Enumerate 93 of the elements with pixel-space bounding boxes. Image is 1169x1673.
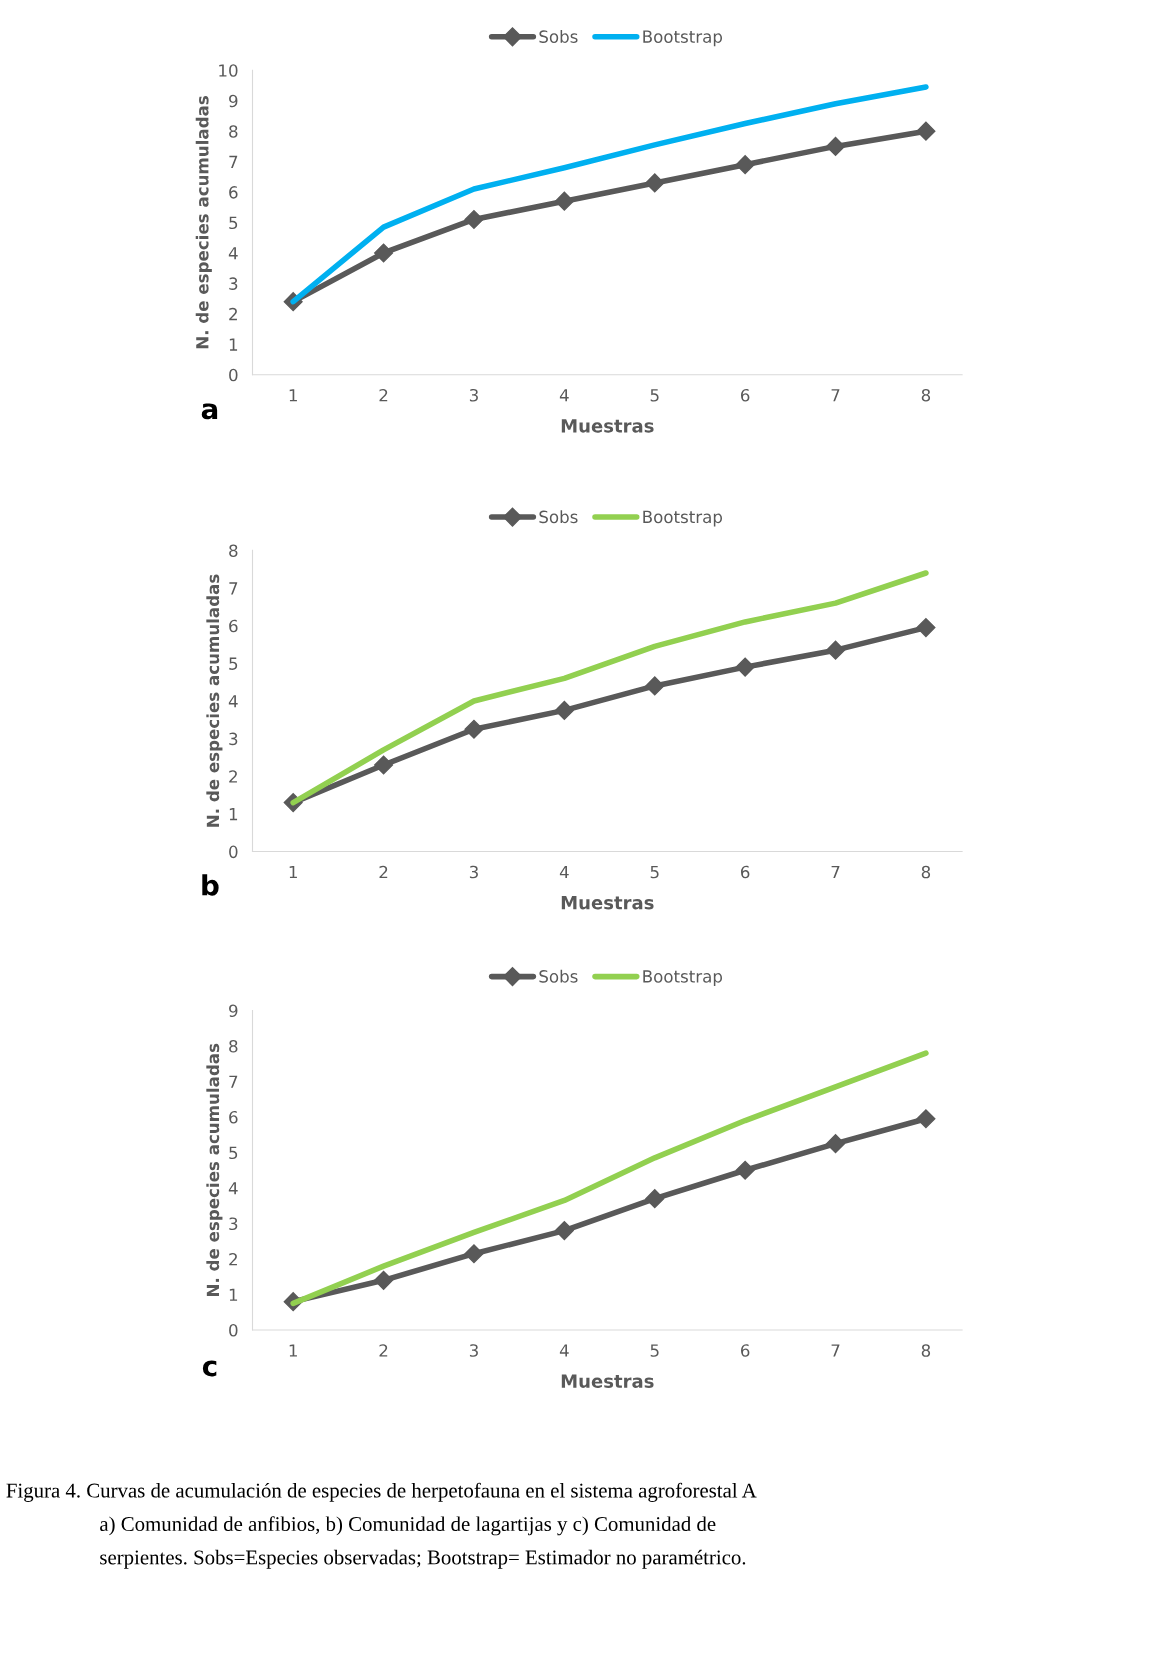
legend-label: Bootstrap xyxy=(643,510,723,527)
y-tick-label: 8 xyxy=(229,125,238,138)
point xyxy=(374,1270,394,1290)
point xyxy=(826,136,846,156)
point xyxy=(916,121,936,141)
x-tick-label: 5 xyxy=(650,389,659,402)
y-axis-title: N. de especies acumuladas xyxy=(206,1043,223,1296)
y-tick-label: 7 xyxy=(229,1075,238,1088)
point xyxy=(645,173,665,193)
y-tick-label: 8 xyxy=(229,544,238,557)
point xyxy=(374,755,394,775)
x-tick-label: 7 xyxy=(831,865,840,879)
y-tick-label: 5 xyxy=(229,657,238,670)
y-tick-label: 6 xyxy=(229,1110,238,1124)
y-tick-label: 3 xyxy=(229,1217,238,1231)
y-tick-label: 0 xyxy=(229,1324,238,1337)
x-tick-label: 1 xyxy=(289,1344,297,1357)
y-tick-label: 2 xyxy=(229,307,237,321)
x-axis-title: Muestras xyxy=(561,896,654,910)
y-tick-label: 2 xyxy=(229,770,237,783)
y-axis-title: N. de especies acumuladas xyxy=(195,96,212,349)
point xyxy=(554,700,574,720)
text: serpientes. Sobs=Especies observadas; Bootstrap= Estimador no paramétrico. xyxy=(100,1549,746,1569)
x-tick-label: 2 xyxy=(379,865,388,879)
x-tick-label: 7 xyxy=(831,1344,840,1357)
x-tick-label: 8 xyxy=(921,1344,931,1357)
y-tick-label: 2 xyxy=(229,1252,237,1266)
y-tick-label: 9 xyxy=(229,1004,238,1018)
point xyxy=(464,719,484,739)
x-axis-title: Muestras xyxy=(561,1374,654,1388)
x-tick-label: 5 xyxy=(650,1344,659,1357)
x-tick-label: 1 xyxy=(289,865,297,879)
point xyxy=(464,1244,484,1264)
text: Figura 4. Curvas de acumulación de especies de herpetofauna en el sistema agroforestal A xyxy=(6,1482,757,1502)
text: a xyxy=(201,403,218,420)
x-tick-label: 4 xyxy=(559,389,569,402)
point xyxy=(464,209,484,229)
text: b xyxy=(202,874,219,896)
y-tick-label: 9 xyxy=(229,94,238,108)
legend-label: Sobs xyxy=(539,510,578,524)
y-tick-label: 5 xyxy=(229,1146,238,1160)
x-tick-label: 5 xyxy=(650,865,659,879)
x-tick-label: 8 xyxy=(921,865,931,879)
point xyxy=(826,640,846,660)
point xyxy=(826,1134,846,1154)
x-tick-label: 7 xyxy=(831,389,840,402)
x-tick-label: 3 xyxy=(469,388,478,402)
point xyxy=(735,155,755,175)
y-tick-label: 1 xyxy=(229,1288,238,1301)
y-tick-label: 7 xyxy=(229,582,238,595)
x-tick-label: 4 xyxy=(559,1344,569,1357)
y-tick-label: 8 xyxy=(229,1039,238,1053)
y-tick-label: 4 xyxy=(228,247,238,260)
point xyxy=(916,618,936,638)
y-tick-label: 4 xyxy=(228,1182,238,1195)
y-tick-label: 10 xyxy=(219,64,238,77)
y-tick-label: 1 xyxy=(229,338,238,351)
y-axis-title: N. de especies acumuladas xyxy=(206,574,223,827)
point xyxy=(645,676,665,696)
point xyxy=(916,1109,936,1129)
x-tick-label: 1 xyxy=(289,389,297,402)
point xyxy=(735,657,755,677)
point xyxy=(735,1160,755,1180)
x-tick-label: 6 xyxy=(741,388,750,402)
y-tick-label: 6 xyxy=(229,186,238,199)
y-tick-label: 1 xyxy=(229,808,238,821)
point xyxy=(374,243,394,263)
x-axis-title: Muestras xyxy=(561,419,654,433)
y-tick-label: 0 xyxy=(229,368,238,382)
point xyxy=(554,1221,574,1241)
y-tick-label: 7 xyxy=(229,155,238,168)
x-tick-label: 8 xyxy=(921,388,931,402)
y-tick-label: 0 xyxy=(229,845,238,859)
x-tick-label: 3 xyxy=(469,1344,478,1357)
x-tick-label: 3 xyxy=(469,865,478,879)
x-tick-label: 2 xyxy=(379,388,388,402)
legend-label: Sobs xyxy=(539,30,578,43)
y-tick-label: 3 xyxy=(229,732,238,746)
x-tick-label: 2 xyxy=(379,1344,388,1357)
y-tick-label: 6 xyxy=(229,619,238,633)
legend-label: Sobs xyxy=(539,969,578,983)
text: a) Comunidad de anfibios, b) Comunidad de lagartijas y c) Comunidad de xyxy=(100,1516,716,1536)
x-tick-label: 4 xyxy=(559,865,569,879)
point xyxy=(645,1189,665,1209)
x-tick-label: 6 xyxy=(741,1344,750,1357)
legend-label: Bootstrap xyxy=(643,970,723,986)
y-tick-label: 3 xyxy=(229,277,238,290)
x-tick-label: 6 xyxy=(741,865,750,879)
text: c xyxy=(202,1360,217,1377)
point xyxy=(554,191,574,211)
y-tick-label: 4 xyxy=(228,695,238,708)
y-tick-label: 5 xyxy=(229,216,238,230)
legend-label: Bootstrap xyxy=(643,30,723,47)
